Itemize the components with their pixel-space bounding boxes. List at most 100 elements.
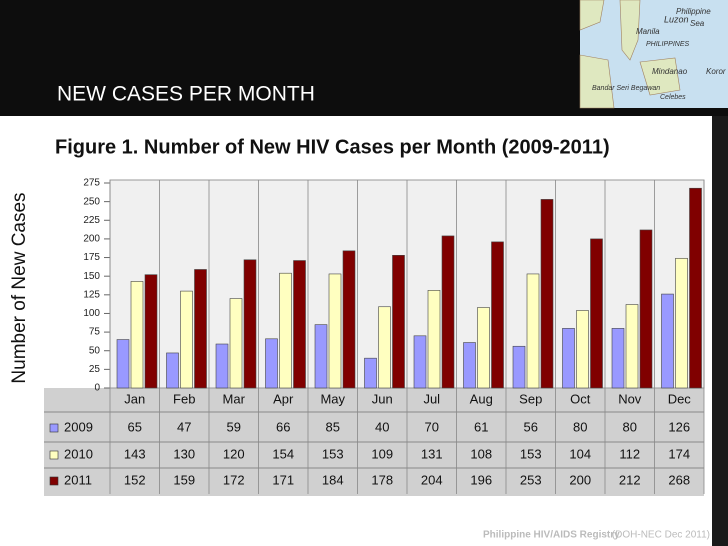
bar (116, 339, 130, 389)
x-tick-label: Jun (372, 391, 393, 406)
table-cell: 130 (173, 446, 195, 461)
bar (661, 293, 674, 389)
table-cell: 253 (520, 472, 542, 487)
bar (477, 307, 490, 389)
map-label: Koror (706, 67, 726, 76)
map-land (639, 57, 681, 96)
table-cell: 159 (173, 472, 195, 487)
x-tick-label: Feb (173, 391, 195, 406)
bar (194, 269, 207, 389)
bar (441, 235, 455, 389)
y-tick-label: 250 (83, 196, 100, 207)
table-cell: 61 (474, 419, 488, 434)
bar (611, 328, 625, 389)
table-cell: 184 (322, 472, 344, 487)
x-tick-label: Oct (570, 391, 591, 406)
y-tick-label: 275 (83, 178, 100, 189)
chart-title: Figure 1. Number of New HIV Cases per Mo… (55, 136, 610, 158)
table-cell: 108 (470, 446, 492, 461)
source: Philippine HIV/AIDS Registry (483, 530, 620, 541)
table-cell: 268 (668, 472, 690, 487)
table-cell: 85 (326, 419, 340, 434)
table-cell: 178 (371, 472, 393, 487)
bar (243, 259, 257, 389)
bar (413, 335, 427, 389)
legend-label: 2011 (64, 472, 92, 487)
bar (265, 338, 278, 389)
bar (144, 274, 158, 389)
bar (166, 352, 179, 389)
legend-swatch (49, 423, 59, 433)
table-cell: 126 (668, 419, 690, 434)
x-tick-label: Mar (223, 391, 246, 406)
table-cell: 200 (569, 472, 591, 487)
map-land (579, 54, 615, 109)
map-label: Celebes (660, 94, 686, 101)
bar (491, 241, 504, 389)
table-cell: 56 (524, 419, 538, 434)
bar (675, 257, 688, 389)
table-cell: 153 (322, 446, 344, 461)
map-label: Philippine (676, 7, 711, 16)
bar (342, 250, 356, 389)
bar (689, 187, 702, 389)
bar (562, 328, 575, 389)
table-cell: 172 (223, 472, 245, 487)
bar (180, 290, 193, 389)
table-cell: 196 (470, 472, 492, 487)
y-tick-label: 25 (89, 364, 101, 375)
y-tick-label: 0 (94, 383, 100, 394)
y-tick-label: 175 (83, 252, 100, 263)
bar (463, 342, 476, 389)
y-tick-label: 75 (89, 327, 101, 338)
map-label: Luzon (664, 14, 689, 24)
bar (625, 304, 639, 389)
y-tick-label: 125 (83, 289, 100, 300)
y-tick-label: 100 (83, 308, 100, 319)
y-axis-label: Number of New Cases (9, 192, 30, 383)
y-tick-label: 150 (83, 271, 100, 282)
legend-swatch (49, 450, 59, 460)
table-cell: 104 (569, 446, 591, 461)
table-cell: 154 (272, 446, 294, 461)
table-cell: 143 (124, 446, 146, 461)
table-cell: 152 (124, 472, 146, 487)
bar (279, 272, 292, 389)
bar (378, 306, 391, 389)
map-label: Bandar Seri Begawan (592, 85, 660, 92)
y-tick-label: 200 (83, 234, 100, 245)
bar (130, 281, 144, 389)
table-cell: 153 (520, 446, 542, 461)
table-cell: 120 (223, 446, 245, 461)
map-label: Manila (636, 27, 660, 36)
map-land (619, 0, 641, 61)
x-tick-label: Apr (273, 391, 294, 406)
table-cell: 80 (623, 419, 637, 434)
table-cell: 174 (668, 446, 690, 461)
map-land (579, 0, 605, 31)
map (579, 0, 728, 109)
bar (540, 199, 554, 389)
table-cell: 65 (128, 419, 142, 434)
bar (392, 255, 405, 389)
slide-title: NEW CASES PER MONTH (57, 83, 315, 106)
map-label: Mindanao (652, 67, 688, 76)
table-cell: 59 (227, 419, 241, 434)
legend-swatch (49, 476, 59, 486)
map-label: PHILIPPINES (646, 41, 690, 48)
bar (512, 345, 526, 389)
x-tick-label: May (320, 391, 345, 406)
bar (427, 290, 441, 389)
bar (229, 298, 243, 389)
map-label: Sea (690, 19, 705, 28)
y-tick-label: 50 (89, 345, 101, 356)
y-tick-label: 225 (83, 215, 100, 226)
bar (215, 343, 229, 389)
table-cell: 212 (619, 472, 641, 487)
table-cell: 66 (276, 419, 290, 434)
table-cell: 70 (425, 419, 439, 434)
legend-label: 2010 (64, 446, 93, 461)
table-cell: 112 (619, 446, 640, 461)
table-cell: 204 (421, 472, 443, 487)
